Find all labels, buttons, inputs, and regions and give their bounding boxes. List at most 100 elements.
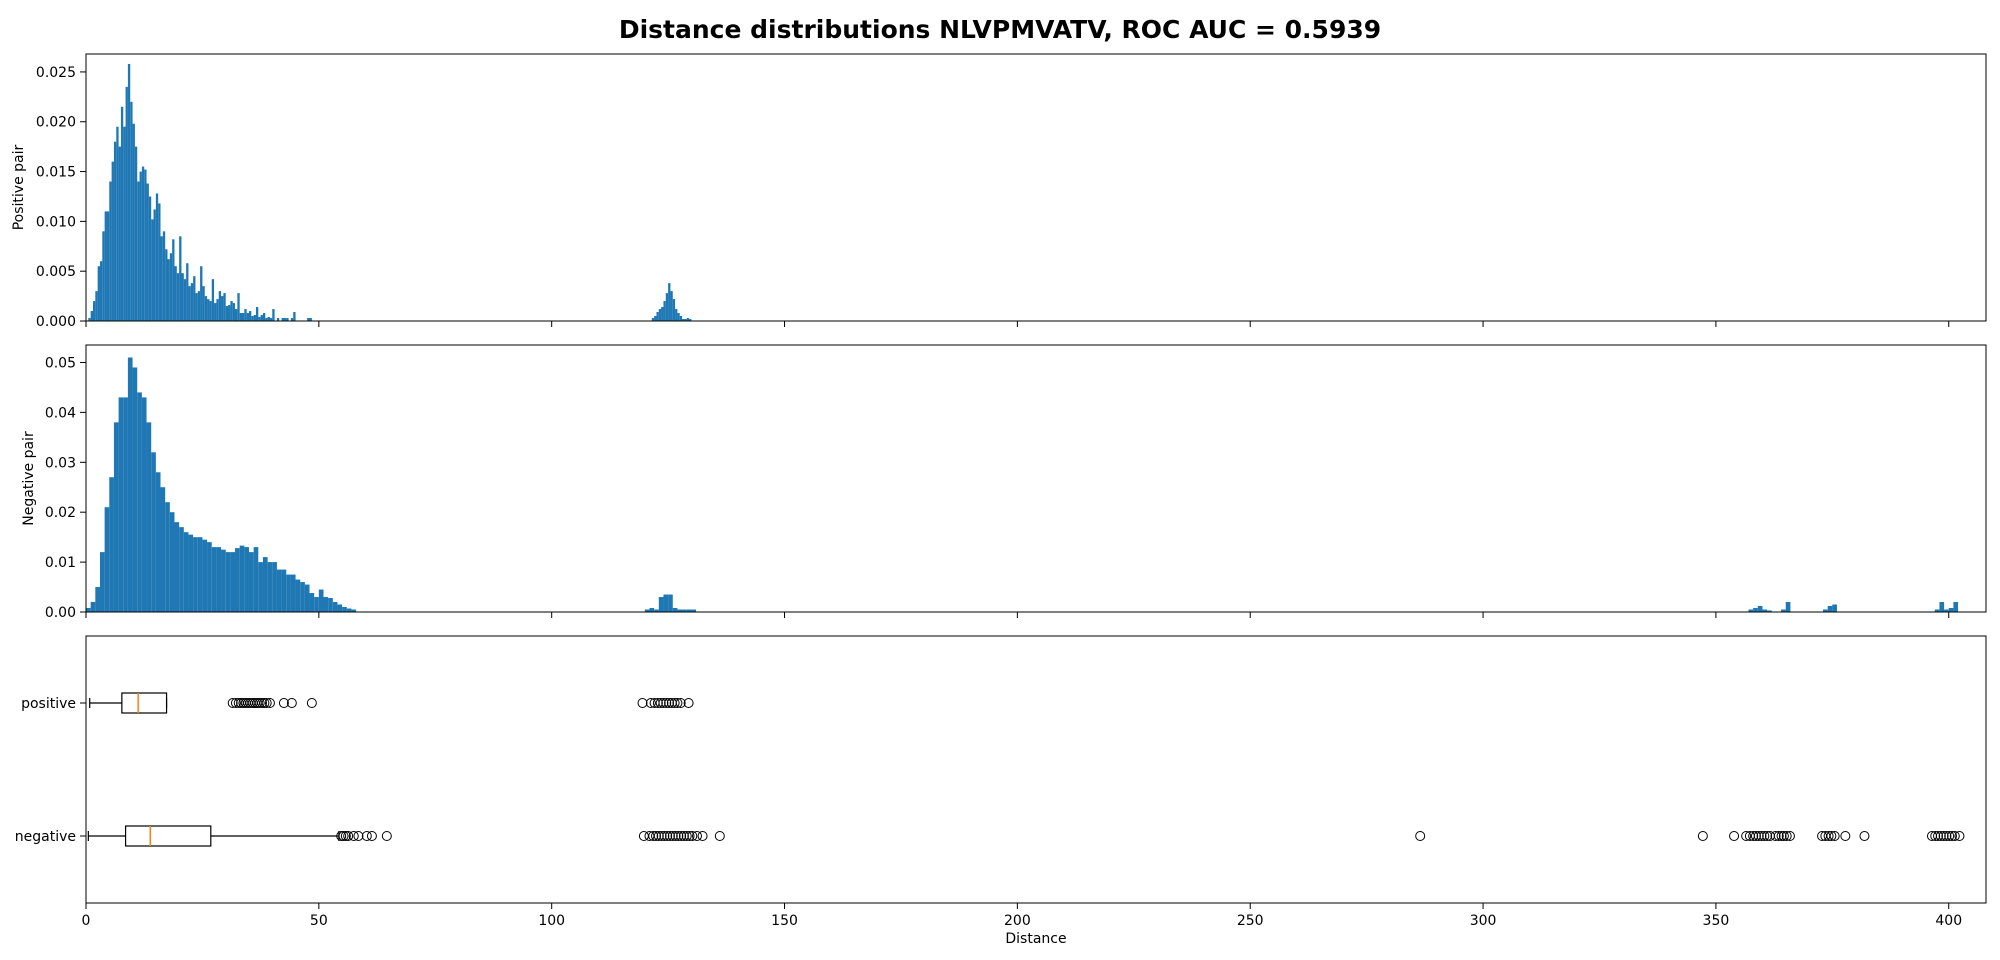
- negative-bar-19: [174, 522, 180, 612]
- negative-bar-44: [290, 574, 296, 612]
- positive-bar-10: [111, 161, 114, 321]
- positive-bar-35: [169, 253, 173, 321]
- flier-point: [1784, 831, 1795, 841]
- positive-bar-2: [92, 301, 96, 321]
- flier-point: [286, 698, 297, 708]
- positive-bar-6: [102, 231, 105, 321]
- positive-bar-37: [174, 266, 177, 321]
- flier-point: [1829, 831, 1840, 841]
- flier-point: [1947, 831, 1957, 841]
- boxplot-category-ticks: positive negative: [15, 696, 86, 845]
- x-tick-label: 50: [310, 913, 328, 929]
- flier-point: [1823, 831, 1834, 841]
- flier-point: [637, 698, 648, 708]
- negative-bar-80: [1939, 602, 1945, 612]
- flier-point: [1778, 831, 1789, 841]
- positive-bar-75: [262, 313, 266, 321]
- positive-bar-43: [188, 286, 191, 321]
- boxplot-frame: [85, 635, 1987, 904]
- positive-bar-31: [160, 236, 163, 321]
- positive-bar-56: [218, 291, 222, 321]
- iqr-box: [124, 825, 212, 847]
- flier-point: [1750, 831, 1761, 841]
- x-axis-label: Distance: [1005, 931, 1066, 947]
- positive-bar-32: [162, 231, 166, 321]
- negative-bar-52: [328, 598, 333, 612]
- positive-bar-39: [179, 236, 182, 321]
- flier-point: [669, 698, 680, 708]
- negative-bar-3: [99, 552, 105, 612]
- flier-point: [662, 831, 673, 841]
- positive-bar-42: [186, 263, 189, 321]
- positive-bar-58: [223, 293, 226, 321]
- positive-bar-72: [255, 307, 259, 321]
- positive-bar-18: [130, 101, 133, 321]
- positive-bar-54: [214, 303, 217, 321]
- positive-bar-21: [137, 181, 140, 321]
- flier-point: [652, 698, 663, 708]
- positive-bar-65: [239, 313, 243, 321]
- flier-point: [1741, 831, 1752, 841]
- negative-bar-49: [314, 597, 319, 612]
- positive-bar-79: [272, 309, 275, 321]
- negative-bar-79: [1934, 609, 1940, 612]
- flier-point: [259, 698, 270, 708]
- negative-bar-64: [672, 608, 678, 612]
- flier-point: [1759, 831, 1770, 841]
- positive-bar-23: [141, 166, 145, 321]
- flier-point: [261, 698, 272, 708]
- y-tick-label: 0.010: [36, 214, 76, 230]
- flier-point: [366, 831, 377, 841]
- positive-bar-4: [97, 266, 100, 321]
- flier-point: [1840, 831, 1851, 841]
- flier-point: [1776, 831, 1787, 841]
- positive-bar-27: [151, 219, 154, 321]
- negative-bar-71: [1757, 606, 1763, 612]
- negative-bar-72: [1762, 609, 1768, 612]
- positive-bar-95: [668, 283, 671, 321]
- negative-bar-16: [160, 487, 166, 612]
- negative-bar-56: [346, 608, 352, 612]
- negative-pair-histogram: 0.00 0.01 0.02 0.03 0.04 0.05 Negative pair: [21, 344, 1987, 621]
- flier-point: [264, 698, 275, 708]
- positive-bar-93: [663, 301, 666, 321]
- negative-bar-6: [113, 422, 119, 612]
- negative-bar-9: [127, 357, 133, 612]
- flier-point: [1933, 831, 1944, 841]
- flier-point: [1938, 831, 1949, 841]
- negative-bar-51: [323, 597, 329, 612]
- flier-point: [659, 831, 670, 841]
- positive-bar-24: [144, 169, 147, 321]
- iqr-box: [121, 692, 168, 714]
- positive-bar-73: [258, 317, 261, 321]
- y-tick-label: 0.015: [36, 165, 76, 181]
- positive-bar-68: [246, 313, 249, 321]
- negative-bar-20: [179, 527, 184, 612]
- category-tick-label: negative: [15, 829, 76, 845]
- negative-bar-0: [86, 608, 91, 612]
- y-tick-label: 0.025: [36, 65, 76, 81]
- y-tick-label: 0.01: [45, 555, 76, 571]
- flier-point: [1697, 831, 1708, 841]
- positive-bar-7: [104, 211, 107, 321]
- negative-bar-24: [197, 537, 203, 612]
- positive-bar-91: [658, 309, 662, 321]
- positive-bar-78: [269, 318, 273, 321]
- flier-point: [683, 698, 694, 708]
- positive-bar-50: [204, 296, 208, 321]
- negative-histogram-y-ticks: 0.00 0.01 0.02 0.03 0.04 0.05: [45, 355, 86, 621]
- negative-bar-70: [1753, 608, 1758, 612]
- flier-point: [1941, 831, 1952, 841]
- positive-bar-48: [200, 266, 203, 321]
- positive-bar-41: [183, 279, 187, 321]
- negative-bar-5: [109, 477, 114, 612]
- flier-point: [678, 831, 689, 841]
- flier-point: [1756, 831, 1767, 841]
- positive-histogram-y-label: Positive pair: [11, 144, 27, 230]
- positive-bar-92: [661, 307, 664, 321]
- positive-histogram-frame: [85, 53, 1987, 322]
- positive-bar-52: [209, 301, 212, 321]
- negative-bar-63: [668, 594, 673, 612]
- positive-bar-61: [230, 301, 233, 321]
- category-tick-label: positive: [21, 696, 76, 712]
